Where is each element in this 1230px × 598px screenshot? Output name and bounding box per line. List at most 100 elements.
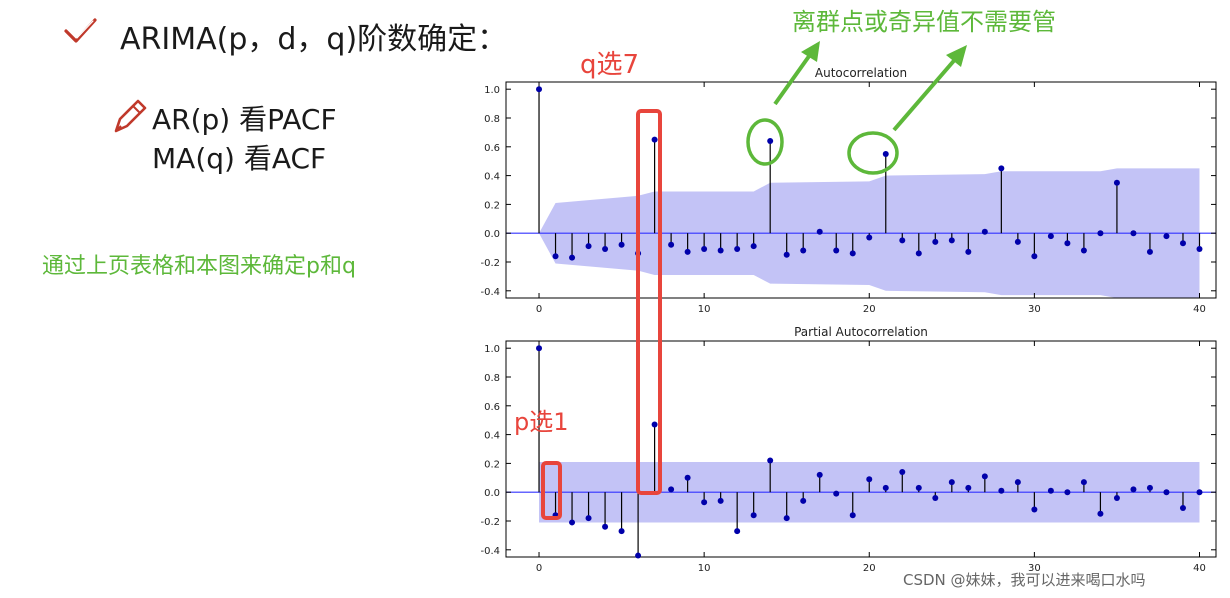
pacf-ytick-label: 0.6 <box>484 402 500 413</box>
pacf-ytick-label: -0.4 <box>480 546 500 557</box>
pacf-point <box>1130 486 1137 493</box>
pacf-xtick-label: 0 <box>536 563 542 574</box>
acf-point <box>899 237 906 244</box>
acf-xtick-label: 0 <box>536 304 542 315</box>
acf-point <box>585 243 592 250</box>
acf-point <box>833 247 840 254</box>
pacf-point <box>965 484 972 491</box>
acf-xtick-label: 40 <box>1193 304 1206 315</box>
pacf-point <box>717 497 724 504</box>
outlier-arrow-1 <box>773 41 820 106</box>
pacf-point <box>998 487 1005 494</box>
outlier-circle-14 <box>746 118 784 166</box>
acf-point <box>1130 230 1137 237</box>
pacf-point <box>1064 489 1071 496</box>
pacf-point <box>800 497 807 504</box>
acf-point <box>882 151 889 157</box>
q-highlight-box <box>636 109 662 495</box>
pacf-point <box>1179 505 1186 512</box>
pacf-point <box>849 512 856 519</box>
acf-point <box>618 241 625 248</box>
acf-xtick-label: 20 <box>863 304 876 315</box>
pacf-point <box>569 519 576 526</box>
acf-point <box>767 138 774 145</box>
acf-point <box>1080 247 1087 254</box>
acf-point <box>965 248 972 255</box>
acf-point <box>849 250 856 257</box>
acf-point <box>1047 233 1054 240</box>
acf-point <box>684 248 691 255</box>
pacf-point <box>684 474 691 481</box>
acf-point <box>536 86 543 93</box>
acf-point <box>1031 253 1038 260</box>
outlier-note: 离群点或奇异值不需要管 <box>792 8 1056 36</box>
pacf-ytick-label: 0.4 <box>484 431 500 442</box>
method-note: 通过上页表格和本图来确定p和q <box>42 254 356 279</box>
acf-point <box>1014 238 1021 245</box>
acf-point <box>1163 233 1170 240</box>
acf-point <box>569 254 576 261</box>
acf-xtick-label: 30 <box>1028 304 1041 315</box>
acf-point <box>734 246 741 253</box>
acf-point <box>750 243 757 250</box>
acf-ytick-label: 0.6 <box>484 143 500 154</box>
watermark: CSDN @妹妹，我可以进来喝口水吗 <box>903 571 1146 589</box>
acf-point <box>1196 246 1203 253</box>
p-highlight-box <box>541 461 562 520</box>
acf-point <box>915 250 922 257</box>
acf-point <box>1097 230 1104 237</box>
acf-point <box>1064 240 1071 247</box>
acf-point <box>800 247 807 254</box>
acf-point <box>866 234 873 241</box>
acf-point <box>948 237 955 244</box>
pacf-point <box>536 345 543 352</box>
p-choice-label: p选1 <box>514 408 569 436</box>
acf-chart: Autocorrelation 1.0 0.8 0.6 0.4 0.2 0.0 -0.2 -0.… <box>480 66 1217 315</box>
pencil-icon <box>114 99 147 133</box>
pacf-point <box>1014 479 1021 486</box>
pacf-xtick-label: 10 <box>698 563 711 574</box>
page-heading: ARIMA(p，d，q)阶数确定： <box>120 22 508 57</box>
acf-point <box>602 246 609 253</box>
pacf-point <box>651 421 658 428</box>
acf-frame <box>505 81 1217 299</box>
pacf-ytick-label: 0.8 <box>484 373 500 384</box>
acf-point <box>668 241 675 248</box>
pacf-point <box>1080 479 1087 486</box>
check-icon <box>64 18 97 43</box>
acf-title: Autocorrelation <box>815 66 907 80</box>
acf-ytick-label: 0.8 <box>484 114 500 125</box>
ma-rule: MA(q) 看ACF <box>152 142 327 175</box>
pacf-point <box>618 528 625 535</box>
acf-point <box>998 165 1005 172</box>
pacf-xtick-label: 30 <box>1028 563 1041 574</box>
acf-point <box>552 253 559 260</box>
pacf-point <box>1047 487 1054 494</box>
acf-ytick-label: -0.4 <box>480 287 500 298</box>
pacf-point <box>981 473 988 480</box>
pacf-ytick-label: -0.2 <box>480 517 500 528</box>
pacf-point <box>701 499 708 506</box>
acf-point <box>1179 240 1186 247</box>
pacf-title: Partial Autocorrelation <box>794 325 928 339</box>
acf-ytick-label: 0.0 <box>484 229 500 240</box>
pacf-frame <box>505 340 1217 558</box>
pacf-point <box>734 528 741 535</box>
pacf-xtick-label: 40 <box>1193 563 1206 574</box>
pacf-chart: Partial Autocorrelation 1.0 0.8 0.6 0.4 0.2 0.… <box>480 325 1217 574</box>
acf-point <box>651 136 658 143</box>
pacf-point <box>1146 484 1153 491</box>
acf-point <box>981 228 988 235</box>
acf-point <box>701 246 708 253</box>
acf-ytick-label: -0.2 <box>480 258 500 269</box>
pacf-point <box>767 457 774 464</box>
pacf-xtick-label: 20 <box>863 563 876 574</box>
acf-point <box>816 228 823 235</box>
pacf-point <box>915 484 922 491</box>
pacf-point <box>1097 510 1104 517</box>
acf-xtick-label: 10 <box>698 304 711 315</box>
acf-ytick-label: 0.4 <box>484 172 500 183</box>
pacf-point <box>668 486 675 493</box>
pacf-point <box>932 494 939 501</box>
